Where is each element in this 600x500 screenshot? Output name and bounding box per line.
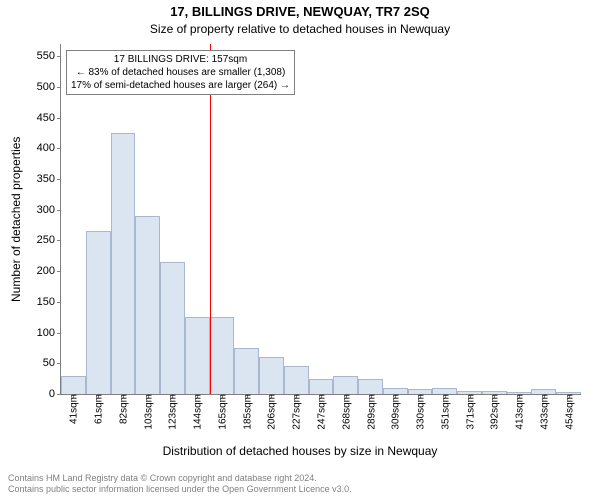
histogram-bar [86,231,111,394]
footer-line1: Contains HM Land Registry data © Crown c… [8,473,317,483]
histogram-bar [333,376,358,394]
x-tick-label: 413sqm [513,394,526,430]
x-tick-label: 227sqm [290,394,303,430]
x-tick-label: 61sqm [92,394,105,424]
y-tick-mark [57,118,61,119]
y-tick-mark [57,394,61,395]
reference-line [210,44,211,394]
histogram-bar [259,357,284,394]
x-tick-label: 351sqm [438,394,451,430]
y-tick-mark [57,148,61,149]
histogram-bar [309,379,334,394]
chart-title: 17, BILLINGS DRIVE, NEWQUAY, TR7 2SQ [0,4,600,19]
annotation-line: 17% of semi-detached houses are larger (… [71,79,290,92]
y-tick-mark [57,179,61,180]
x-tick-label: 330sqm [414,394,427,430]
x-tick-label: 268sqm [339,394,352,430]
chart-container: { "titles": { "main": "17, BILLINGS DRIV… [0,0,600,500]
histogram-bar [160,262,185,394]
footer-line2: Contains public sector information licen… [8,484,352,494]
histogram-bar [185,317,210,394]
annotation-line: ← 83% of detached houses are smaller (1,… [71,66,290,79]
histogram-bar [358,379,383,394]
histogram-bar [284,366,309,394]
x-tick-label: 185sqm [240,394,253,430]
histogram-bar [234,348,259,394]
y-tick-mark [57,56,61,57]
x-tick-label: 454sqm [562,394,575,430]
x-axis-label: Distribution of detached houses by size … [0,444,600,458]
histogram-bar [210,317,235,394]
y-tick-mark [57,363,61,364]
y-axis-label: Number of detached properties [9,136,23,301]
x-tick-label: 206sqm [265,394,278,430]
annotation-box: 17 BILLINGS DRIVE: 157sqm← 83% of detach… [66,50,295,95]
plot-area: 05010015020025030035040045050055041sqm61… [60,44,581,395]
x-tick-label: 82sqm [116,394,129,424]
x-tick-label: 165sqm [215,394,228,430]
x-tick-label: 144sqm [191,394,204,430]
x-tick-label: 433sqm [537,394,550,430]
x-tick-label: 289sqm [364,394,377,430]
y-tick-mark [57,333,61,334]
footer-credits: Contains HM Land Registry data © Crown c… [8,473,352,496]
histogram-bar [135,216,160,394]
x-tick-label: 371sqm [463,394,476,430]
annotation-line: 17 BILLINGS DRIVE: 157sqm [71,53,290,66]
y-tick-mark [57,240,61,241]
y-tick-mark [57,302,61,303]
x-tick-label: 309sqm [389,394,402,430]
x-tick-label: 123sqm [166,394,179,430]
y-tick-mark [57,87,61,88]
x-tick-label: 41sqm [67,394,80,424]
histogram-bar [61,376,86,394]
histogram-bar [111,133,136,394]
x-tick-label: 103sqm [141,394,154,430]
x-tick-label: 247sqm [315,394,328,430]
x-tick-label: 392sqm [488,394,501,430]
y-tick-mark [57,271,61,272]
chart-subtitle: Size of property relative to detached ho… [0,22,600,36]
y-tick-mark [57,210,61,211]
